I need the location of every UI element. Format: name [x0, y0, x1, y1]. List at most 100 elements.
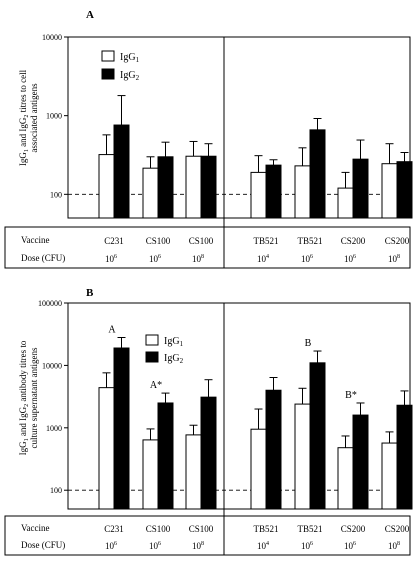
panel-b-plot-frame — [67, 302, 411, 510]
panel-b-bar-igg1 — [337, 447, 354, 510]
panel-a-y-ticks: 100 1000 10000 — [42, 33, 68, 199]
panel-b-bar-igg2 — [200, 396, 217, 510]
panel-b-table: Vaccine Dose (CFU) C231 106 CS100 106 CS100 1… — [4, 515, 411, 556]
panel-b-y-axis-title: IgG1 and IgG2 antibody titres to culture… — [18, 340, 39, 455]
panel-b-vaccine-cell: TB521 — [253, 524, 278, 534]
panel-a-y-axis-title-line2: associated antigens — [29, 83, 39, 153]
panel-b-bar-igg2 — [265, 389, 282, 510]
panel-a-vaccine-cell: TB521 — [253, 236, 278, 246]
panel-b-annotation: A* — [150, 380, 162, 391]
panel-b-bar-igg2 — [352, 414, 369, 510]
panel-a-vaccine-cell: CS200 — [385, 236, 410, 246]
panel-b-y-ticks: 100 1000 10000 100000 — [38, 299, 68, 495]
panel-a-bar-igg1 — [250, 171, 267, 219]
panel-b-dose-cell: 106 — [344, 541, 356, 551]
panel-b-dose-cell: 108 — [388, 541, 400, 551]
panel-a-table-frame — [4, 226, 411, 269]
panel-a-dose-cell: 106 — [149, 254, 161, 264]
panel-a-bar-igg2 — [200, 155, 217, 219]
panel-b-bar-igg2 — [157, 402, 174, 510]
panel-b-vaccine-cell: CS100 — [189, 524, 214, 534]
panel-b-annotation: B — [305, 338, 312, 349]
panel-a-bar-igg2 — [157, 156, 174, 219]
panel-b-vaccine-cell: C231 — [104, 524, 124, 534]
panel-b-dose-cell: 104 — [257, 541, 269, 551]
panel-b-dose-cell: 108 — [192, 541, 204, 551]
panel-a-legend-igg1-label: IgG1 — [120, 52, 140, 64]
panel-a-y-axis-title-line1: IgG1 and IgG2 titres to cell — [18, 69, 30, 166]
panel-b-table-cells: C231 106 CS100 106 CS100 108 TB521 104 TB521 106 C… — [104, 524, 410, 551]
panel-a-ytick-label: 10000 — [42, 33, 62, 42]
panel-b-ytick-label: 100 — [50, 486, 62, 495]
panel-a-vaccine-cell: TB521 — [297, 236, 322, 246]
panel-b-bar-igg1 — [98, 387, 115, 510]
panel-a-label: A — [86, 9, 94, 21]
panel-b-annotation: A — [108, 324, 116, 335]
panel-a-plot-frame — [67, 36, 411, 219]
panel-a-dose-cell: 106 — [301, 254, 313, 264]
panel-a-dose-cell: 104 — [257, 254, 269, 264]
panel-a-legend-igg1-swatch — [101, 50, 115, 62]
panel-a-bars — [98, 124, 413, 219]
panel-b-ytick-label: 100000 — [38, 299, 62, 308]
panel-a-legend: IgG1 IgG2 — [101, 50, 140, 82]
panel-a-legend-igg2-swatch — [101, 68, 115, 80]
panel-b-legend: IgG1 IgG2 — [145, 334, 184, 365]
panel-b-legend-igg2-swatch — [145, 351, 159, 363]
panel-b-vaccine-cell: CS200 — [385, 524, 410, 534]
panel-a-ytick-label: 100 — [50, 190, 62, 199]
panel-a-y-axis-title: IgG1 and IgG2 titres to cell associated … — [18, 69, 39, 166]
panel-b-table-frame — [4, 515, 411, 556]
panel-b-y-axis-title-line1: IgG1 and IgG2 antibody titres to — [18, 340, 30, 455]
panel-b-ytick-label: 10000 — [42, 361, 62, 370]
panel-a-dose-cell: 108 — [388, 254, 400, 264]
panel-b-dose-cell: 106 — [149, 541, 161, 551]
panel-b-bar-igg1 — [185, 434, 202, 510]
panel-a-dose-cell: 106 — [344, 254, 356, 264]
panel-a-table-cells: C231 106 CS100 106 CS100 108 TB521 104 TB521 106 C… — [104, 236, 410, 264]
panel-a: A IgG1 and IgG2 titres to cell associate… — [4, 9, 413, 269]
panel-b-bar-igg1 — [294, 403, 311, 510]
panel-a-bar-igg2 — [309, 129, 326, 219]
panel-a-vaccine-row-label: Vaccine — [21, 235, 49, 245]
panel-a-bar-igg1 — [294, 165, 311, 219]
panel-a-bar-igg2 — [265, 164, 282, 219]
panel-b-vaccine-cell: CS100 — [146, 524, 171, 534]
panel-b-bar-igg2 — [113, 347, 130, 510]
panel-a-bar-igg1 — [98, 154, 115, 219]
panel-b-annotations: A A* B B* — [108, 324, 356, 400]
panel-a-legend-igg2-label: IgG2 — [120, 70, 140, 82]
panel-a-ytick-label: 1000 — [46, 112, 62, 121]
panel-b-annotation: B* — [345, 390, 357, 401]
panel-a-vaccine-cell: CS100 — [146, 236, 171, 246]
panel-b-bar-igg1 — [250, 428, 267, 510]
panel-b-y-axis-title-line2: culture supernatant antigens — [29, 347, 39, 448]
panel-a-error-bars — [102, 95, 409, 189]
panel-a-bar-igg1 — [381, 163, 398, 219]
panel-b-legend-igg1-swatch — [145, 334, 159, 346]
panel-a-bar-igg1 — [142, 167, 159, 219]
panel-b-legend-igg2-label: IgG2 — [164, 353, 184, 365]
panel-a-table: Vaccine Dose (CFU) C231 106 CS100 106 CS100 1… — [4, 226, 411, 269]
panel-b-vaccine-row-label: Vaccine — [21, 523, 49, 533]
panel-a-dose-cell: 108 — [192, 254, 204, 264]
panel-a-bar-igg2 — [352, 158, 369, 219]
panel-b-dose-cell: 106 — [105, 541, 117, 551]
panel-b-error-bars — [102, 336, 409, 448]
panel-a-vaccine-cell: CS100 — [189, 236, 214, 246]
panel-b-bars — [98, 347, 413, 510]
panel-b-dose-row-label: Dose (CFU) — [21, 540, 65, 550]
panel-b-ytick-label: 1000 — [46, 424, 62, 433]
panel-b-vaccine-cell: CS200 — [341, 524, 366, 534]
panel-a-dose-row-label: Dose (CFU) — [21, 253, 65, 263]
panel-a-vaccine-cell: C231 — [104, 236, 124, 246]
panel-b-bar-igg1 — [381, 442, 398, 510]
panel-b-legend-igg1-label: IgG1 — [164, 336, 184, 348]
panel-b-bar-igg1 — [142, 439, 159, 510]
panel-b: B IgG1 and IgG2 antibody titres to cultu… — [4, 287, 413, 556]
panel-b-dose-cell: 106 — [301, 541, 313, 551]
panel-a-bar-igg1 — [337, 187, 354, 219]
panel-a-vaccine-cell: CS200 — [341, 236, 366, 246]
panel-b-vaccine-cell: TB521 — [297, 524, 322, 534]
